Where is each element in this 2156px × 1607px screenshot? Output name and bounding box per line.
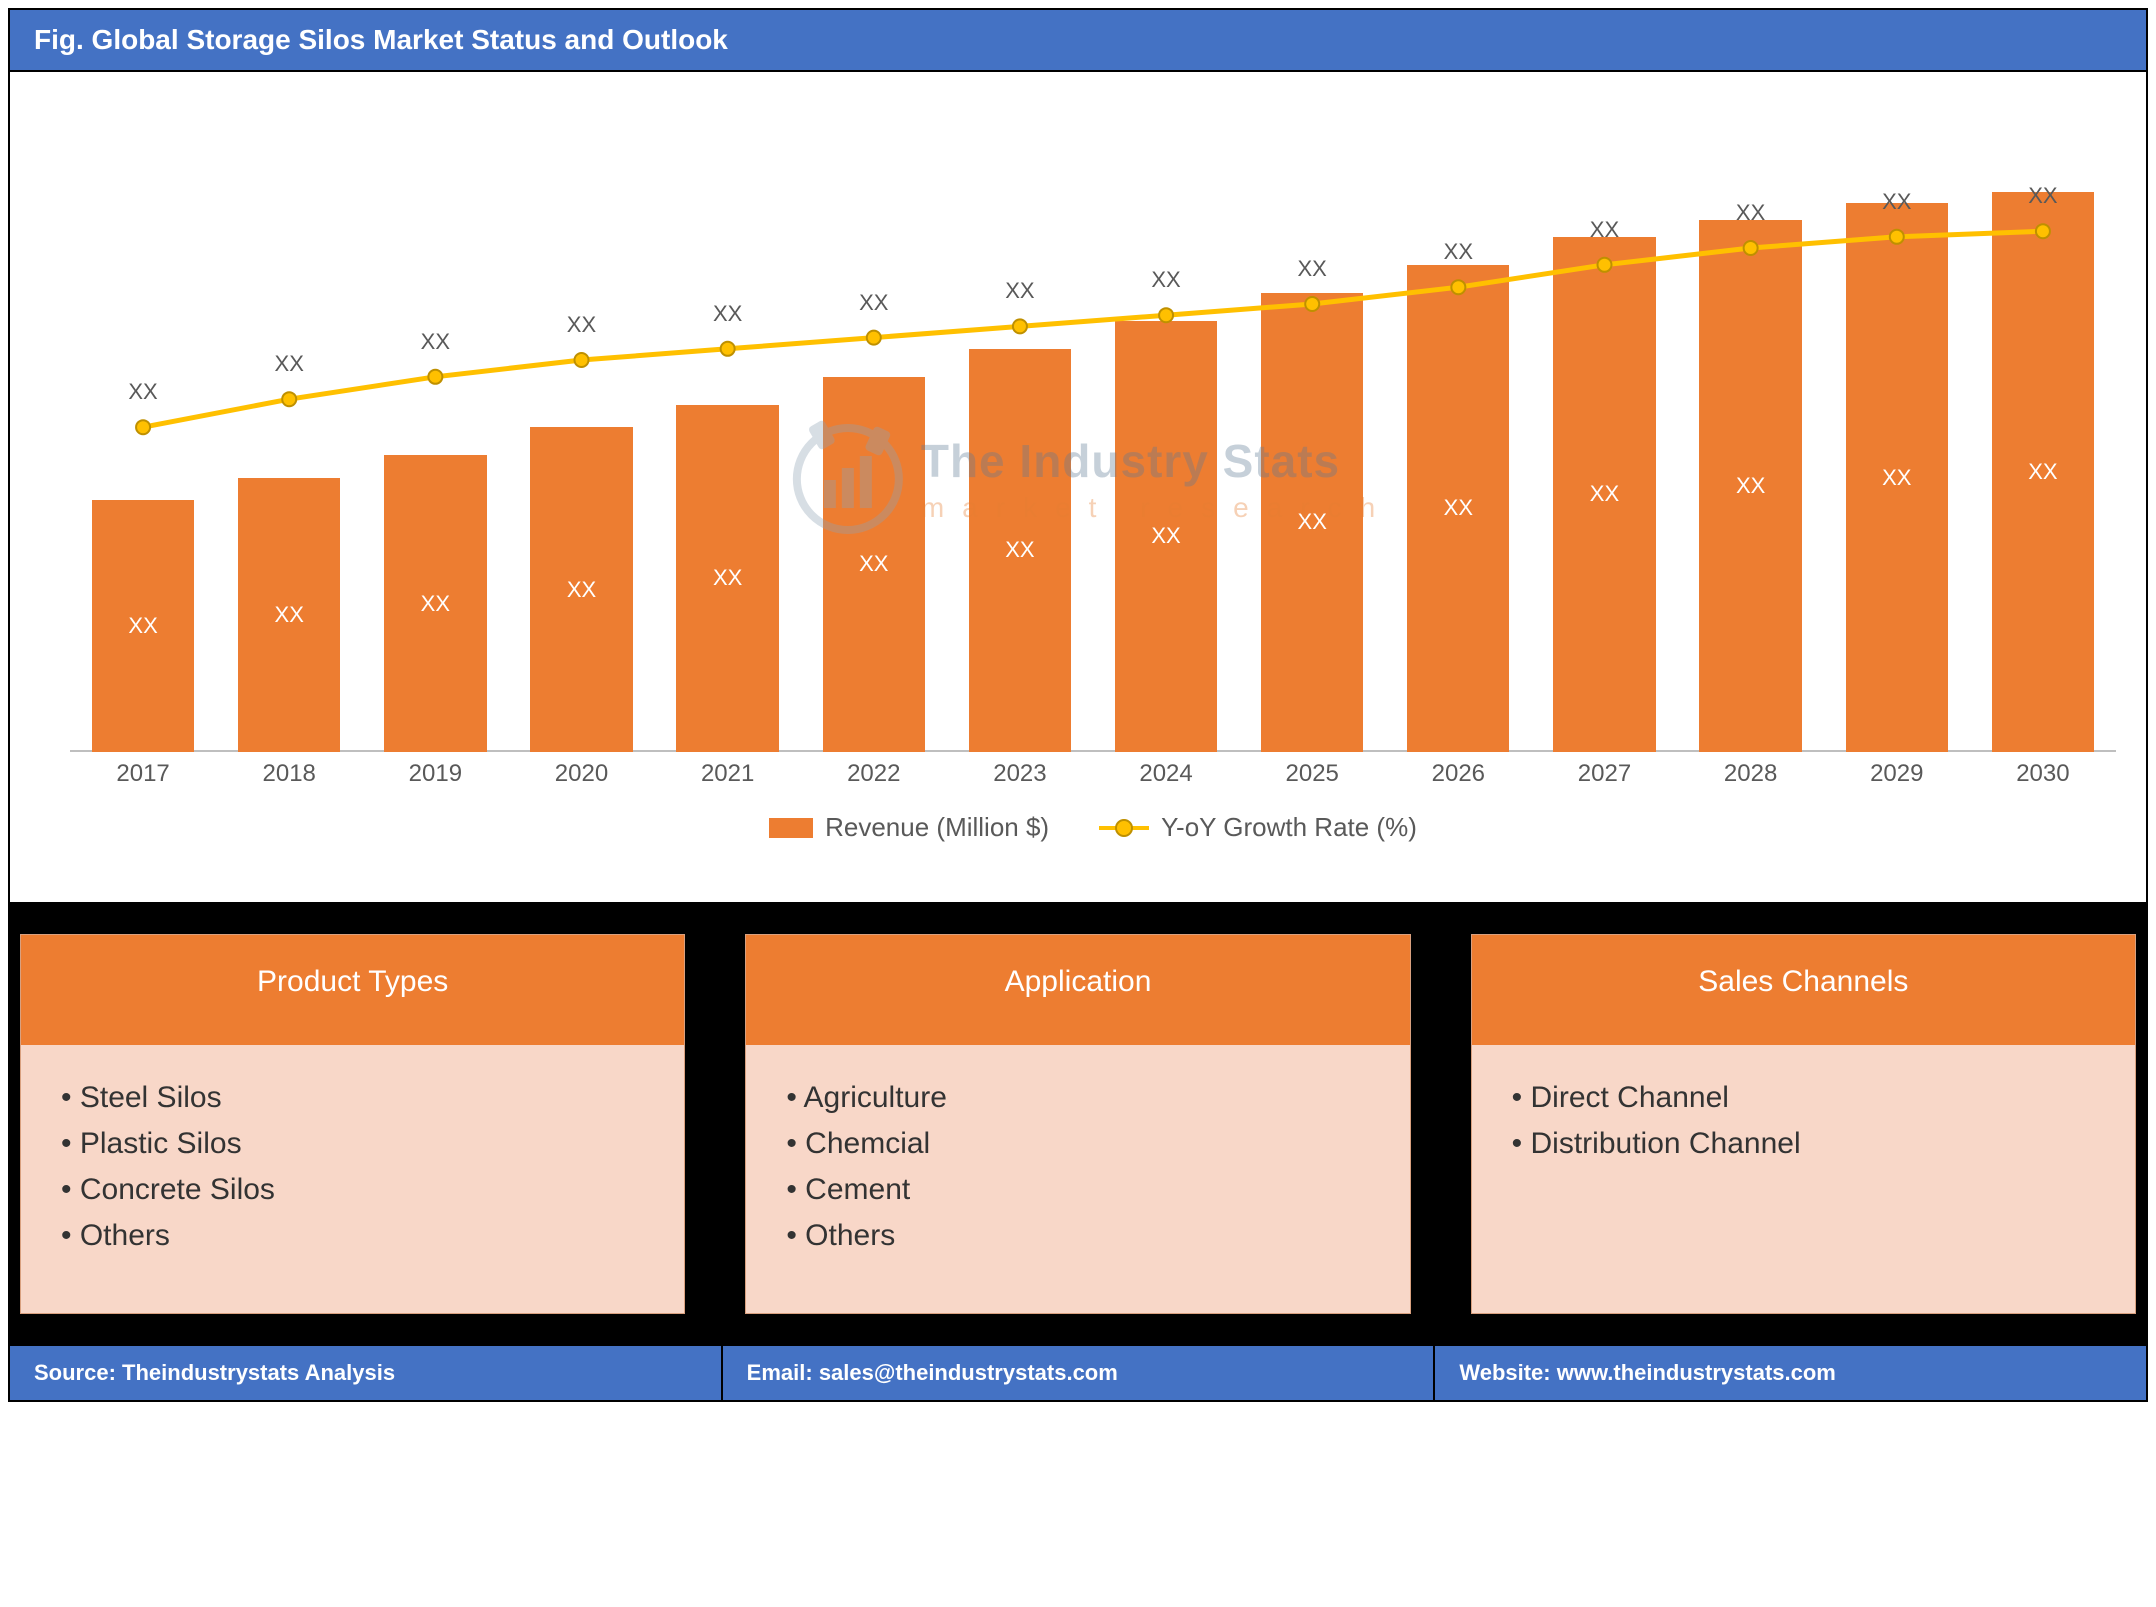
bar-slot: XX XX [947,112,1093,752]
bar: XX [1261,293,1363,752]
bar: XX [969,349,1071,752]
bar-slot: XXXX [1678,112,1824,752]
bar-slot: XX XX [655,112,801,752]
panel-header: Product Types [21,935,684,1045]
line-point-label: XX [1590,217,1619,243]
x-axis-label: 2027 [1531,752,1677,792]
line-point-label: XX [1151,267,1180,293]
bar-slot: XXXX [1824,112,1970,752]
chart-legend: Revenue (Million $) Y-oY Growth Rate (%) [70,792,2116,873]
x-axis-label: 2018 [216,752,362,792]
footer-email-value: sales@theindustrystats.com [819,1360,1118,1385]
legend-item-revenue: Revenue (Million $) [769,812,1049,843]
panel-item: Steel Silos [61,1075,644,1121]
bar: XX [238,478,340,752]
panel-header: Sales Channels [1472,935,2135,1045]
legend-swatch-line-icon [1099,826,1149,830]
x-axis-labels: 2017201820192020202120222023202420252026… [70,752,2116,792]
legend-item-growth: Y-oY Growth Rate (%) [1099,812,1417,843]
line-point-label: XX [1298,256,1327,282]
panel-item: Plastic Silos [61,1121,644,1167]
footer-website-value: www.theindustrystats.com [1557,1360,1836,1385]
panel-item: Distribution Channel [1512,1121,2095,1167]
figure-frame: Fig. Global Storage Silos Market Status … [8,8,2148,1402]
footer-source: Source: Theindustrystats Analysis [10,1346,723,1400]
category-panel: ApplicationAgricultureChemcialCementOthe… [745,934,1410,1314]
bar: XX [1553,237,1655,752]
bar-slot: XX XX [70,112,216,752]
footer-website: Website: www.theindustrystats.com [1435,1346,2146,1400]
line-point-label: XX [1444,239,1473,265]
line-point-label: XX [1882,189,1911,215]
x-axis-label: 2023 [947,752,1093,792]
panel-body: AgricultureChemcialCementOthers [746,1045,1409,1289]
x-axis-label: 2025 [1239,752,1385,792]
bar-slot: XXXX [1970,112,2116,752]
line-point-label: XX [1736,200,1765,226]
bar: XX [1115,321,1217,752]
panel-body: Direct ChannelDistribution Channel [1472,1045,2135,1197]
bar-slot: XXXX [1531,112,1677,752]
panel-item: Chemcial [786,1121,1369,1167]
category-panel: Product TypesSteel SilosPlastic SilosCon… [20,934,685,1314]
x-axis-label: 2029 [1824,752,1970,792]
panel-item: Concrete Silos [61,1167,644,1213]
footer-website-label: Website: [1459,1360,1556,1385]
panel-item: Agriculture [786,1075,1369,1121]
x-axis-label: 2022 [801,752,947,792]
footer-bar: Source: Theindustrystats Analysis Email:… [10,1344,2146,1400]
line-point-label: XX [859,290,888,316]
figure-title: Fig. Global Storage Silos Market Status … [10,10,2146,72]
line-point-label: XX [713,301,742,327]
bar-slot: XX XX [508,112,654,752]
legend-label-revenue: Revenue (Million $) [825,812,1049,843]
legend-swatch-bar-icon [769,818,813,838]
x-axis-label: 2017 [70,752,216,792]
bar: XX [530,427,632,752]
chart-plot: XXXXXXXXXXXXXXXXXXXXXXXXXXXXXXXXXXXXXXXX… [70,112,2116,792]
bar-slot: XXXX [1385,112,1531,752]
panel-item: Direct Channel [1512,1075,2095,1121]
panel-item: Cement [786,1167,1369,1213]
bar-slot: XX XX [216,112,362,752]
x-axis-label: 2028 [1678,752,1824,792]
line-point-label: XX [2028,183,2057,209]
bar: XX [1699,220,1801,752]
x-axis-label: 2024 [1093,752,1239,792]
category-panel: Sales ChannelsDirect ChannelDistribution… [1471,934,2136,1314]
line-point-label: XX [1005,278,1034,304]
footer-email: Email: sales@theindustrystats.com [723,1346,1436,1400]
line-point-label: XX [128,379,157,405]
chart-area: XXXXXXXXXXXXXXXXXXXXXXXXXXXXXXXXXXXXXXXX… [10,72,2146,902]
footer-email-label: Email: [747,1360,819,1385]
x-axis-label: 2020 [508,752,654,792]
bar: XX [676,405,778,752]
category-panels: Product TypesSteel SilosPlastic SilosCon… [10,902,2146,1344]
bar: XX [92,500,194,752]
footer-source-label: Source: [34,1360,122,1385]
panel-body: Steel SilosPlastic SilosConcrete SilosOt… [21,1045,684,1289]
footer-source-value: Theindustrystats Analysis [122,1360,395,1385]
panel-item: Others [61,1213,644,1259]
bar: XX [823,377,925,752]
bar: XX [1992,192,2094,752]
bar-slot: XX XX [1239,112,1385,752]
legend-label-growth: Y-oY Growth Rate (%) [1161,812,1417,843]
bar: XX [384,455,486,752]
x-axis-label: 2021 [655,752,801,792]
bar: XX [1846,203,1948,752]
bar-group: XXXXXXXXXXXXXXXXXXXXXXXXXXXXXXXXXXXXXXXX… [70,112,2116,752]
x-axis-label: 2019 [362,752,508,792]
bar-slot: XX XX [362,112,508,752]
line-point-label: XX [567,312,596,338]
panel-item: Others [786,1213,1369,1259]
panel-header: Application [746,935,1409,1045]
x-axis-label: 2026 [1385,752,1531,792]
bar-slot: XX XX [1093,112,1239,752]
line-point-label: XX [421,329,450,355]
line-point-label: XX [275,351,304,377]
bar: XX [1407,265,1509,752]
bar-slot: XX XX [801,112,947,752]
x-axis-label: 2030 [1970,752,2116,792]
